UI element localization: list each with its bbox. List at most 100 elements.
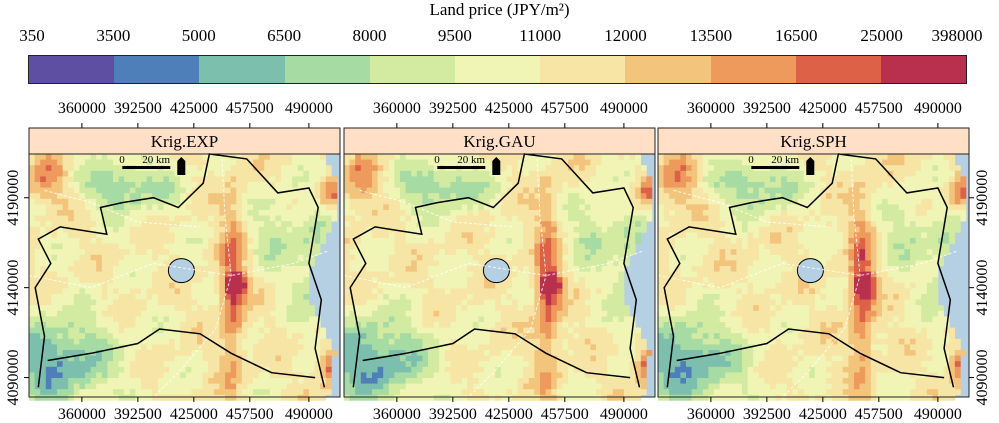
map-panel: Krig.GAU 0 20 km 360000 360000 392500 392500 42… bbox=[343, 100, 656, 423]
x-tick-label-bottom: 490000 bbox=[285, 406, 333, 423]
legend-swatch-0 bbox=[29, 56, 115, 83]
north-arrow-icon bbox=[177, 157, 186, 175]
road-line bbox=[782, 153, 861, 398]
legend-break-label: 12000 bbox=[604, 26, 647, 45]
municipal-boundary bbox=[676, 328, 945, 379]
lake bbox=[482, 258, 510, 284]
road-line bbox=[657, 250, 957, 289]
x-tick-label-bottom: 457500 bbox=[855, 406, 903, 423]
x-tick-label-top: 490000 bbox=[285, 100, 333, 117]
legend-break-label: 5000 bbox=[181, 26, 216, 45]
x-tick-label-top: 360000 bbox=[373, 100, 421, 117]
scale-bar-label: 20 km bbox=[771, 154, 799, 166]
north-arrow-icon bbox=[492, 157, 501, 175]
legend-break-label: 6500 bbox=[267, 26, 302, 45]
scale-bar bbox=[122, 166, 171, 169]
x-tick-label-top: 360000 bbox=[687, 100, 735, 117]
x-tick-label-top: 392500 bbox=[114, 100, 162, 117]
x-tick-label-bottom: 490000 bbox=[600, 406, 648, 423]
x-tick-label-bottom: 457500 bbox=[226, 406, 274, 423]
road-line bbox=[153, 153, 232, 398]
x-tick-label-bottom: 360000 bbox=[687, 406, 735, 423]
x-tick-label-top: 457500 bbox=[541, 100, 589, 117]
legend-swatch-3 bbox=[284, 56, 370, 83]
lake bbox=[167, 258, 195, 284]
y-tick-label-right: 4190000 bbox=[974, 170, 991, 226]
x-tick-label-bottom: 392500 bbox=[743, 406, 791, 423]
municipal-boundary bbox=[362, 328, 631, 379]
legend-break-labels: 350 3500 5000 6500 8000 9500 11000 12000 13500 16… bbox=[0, 26, 999, 50]
road-line bbox=[468, 153, 547, 398]
y-tick-label-right: 4140000 bbox=[974, 260, 991, 316]
scale-bar-zero: 0 bbox=[434, 154, 440, 166]
x-tick-label-top: 425000 bbox=[485, 100, 533, 117]
x-tick-label-bottom: 425000 bbox=[170, 406, 218, 423]
legend-swatch-8 bbox=[710, 56, 796, 83]
legend-swatch-6 bbox=[540, 56, 626, 83]
panel-title: Krig.SPH bbox=[780, 132, 847, 151]
legend-swatch-10 bbox=[880, 56, 967, 83]
map-panel: Krig.EXP 0 20 km 360000 360000 392500 392500 42… bbox=[28, 100, 341, 423]
x-tick-label-top: 360000 bbox=[58, 100, 106, 117]
x-tick-label-bottom: 360000 bbox=[373, 406, 421, 423]
panel-title-strip bbox=[657, 127, 970, 155]
legend-break-label: 13500 bbox=[689, 26, 733, 45]
color-legend-bar bbox=[28, 55, 967, 84]
map-panel: Krig.SPH 0 20 km 360000 360000 392500 392500 42… bbox=[657, 100, 970, 423]
legend-break-label: 3500 bbox=[96, 26, 131, 45]
prefecture-boundary bbox=[349, 153, 641, 388]
road-line bbox=[28, 250, 328, 289]
panel-title-strip bbox=[343, 127, 656, 155]
scale-bar-label: 20 km bbox=[457, 154, 485, 166]
x-tick-label-bottom: 490000 bbox=[914, 406, 962, 423]
legend-title: Land price (JPY/m²) bbox=[429, 0, 570, 19]
scale-bar bbox=[437, 166, 486, 169]
x-tick-label-bottom: 360000 bbox=[58, 406, 106, 423]
road-line bbox=[343, 250, 643, 289]
x-tick-label-top: 490000 bbox=[600, 100, 648, 117]
x-tick-label-top: 457500 bbox=[855, 100, 903, 117]
legend-swatch-1 bbox=[114, 56, 200, 83]
legend-break-label: 8000 bbox=[352, 26, 387, 45]
legend-swatch-5 bbox=[454, 56, 541, 83]
map-frame bbox=[343, 153, 656, 398]
x-tick-label-bottom: 425000 bbox=[485, 406, 533, 423]
lake bbox=[796, 258, 824, 284]
panel-title: Krig.GAU bbox=[463, 132, 535, 151]
legend-break-label: 16500 bbox=[775, 26, 818, 45]
prefecture-boundary bbox=[663, 153, 955, 388]
scale-bar bbox=[751, 166, 800, 169]
scale-bar-label: 20 km bbox=[142, 154, 170, 166]
x-tick-label-bottom: 392500 bbox=[114, 406, 162, 423]
legend-break-label: 350 bbox=[19, 26, 45, 45]
scale-bar-zero: 0 bbox=[119, 154, 125, 166]
x-tick-label-top: 490000 bbox=[914, 100, 962, 117]
legend-swatch-2 bbox=[199, 56, 285, 83]
x-tick-label-top: 425000 bbox=[170, 100, 218, 117]
x-tick-label-top: 425000 bbox=[799, 100, 847, 117]
legend-break-label: 9500 bbox=[437, 26, 472, 45]
panel-title: Krig.EXP bbox=[151, 132, 219, 151]
x-tick-label-bottom: 425000 bbox=[799, 406, 847, 423]
y-tick-label-left: 4090000 bbox=[5, 350, 22, 406]
x-tick-label-top: 392500 bbox=[743, 100, 791, 117]
y-tick-label-right: 4090000 bbox=[974, 350, 991, 406]
map-frame bbox=[657, 153, 970, 398]
map-frame bbox=[28, 153, 341, 398]
y-tick-label-left: 4140000 bbox=[5, 260, 22, 316]
legend-break-label: 398000 bbox=[931, 26, 983, 45]
x-tick-label-bottom: 392500 bbox=[429, 406, 477, 423]
north-arrow-icon bbox=[806, 157, 815, 175]
x-tick-label-top: 457500 bbox=[226, 100, 274, 117]
legend-break-label: 11000 bbox=[519, 26, 562, 45]
legend-break-label: 25000 bbox=[860, 26, 903, 45]
x-tick-label-top: 392500 bbox=[429, 100, 477, 117]
legend-swatch-7 bbox=[625, 56, 711, 83]
legend-swatch-9 bbox=[795, 56, 881, 83]
municipal-boundary bbox=[47, 328, 316, 379]
y-tick-label-left: 4190000 bbox=[5, 170, 22, 226]
x-tick-label-bottom: 457500 bbox=[541, 406, 589, 423]
scale-bar-zero: 0 bbox=[748, 154, 754, 166]
prefecture-boundary bbox=[34, 153, 326, 388]
